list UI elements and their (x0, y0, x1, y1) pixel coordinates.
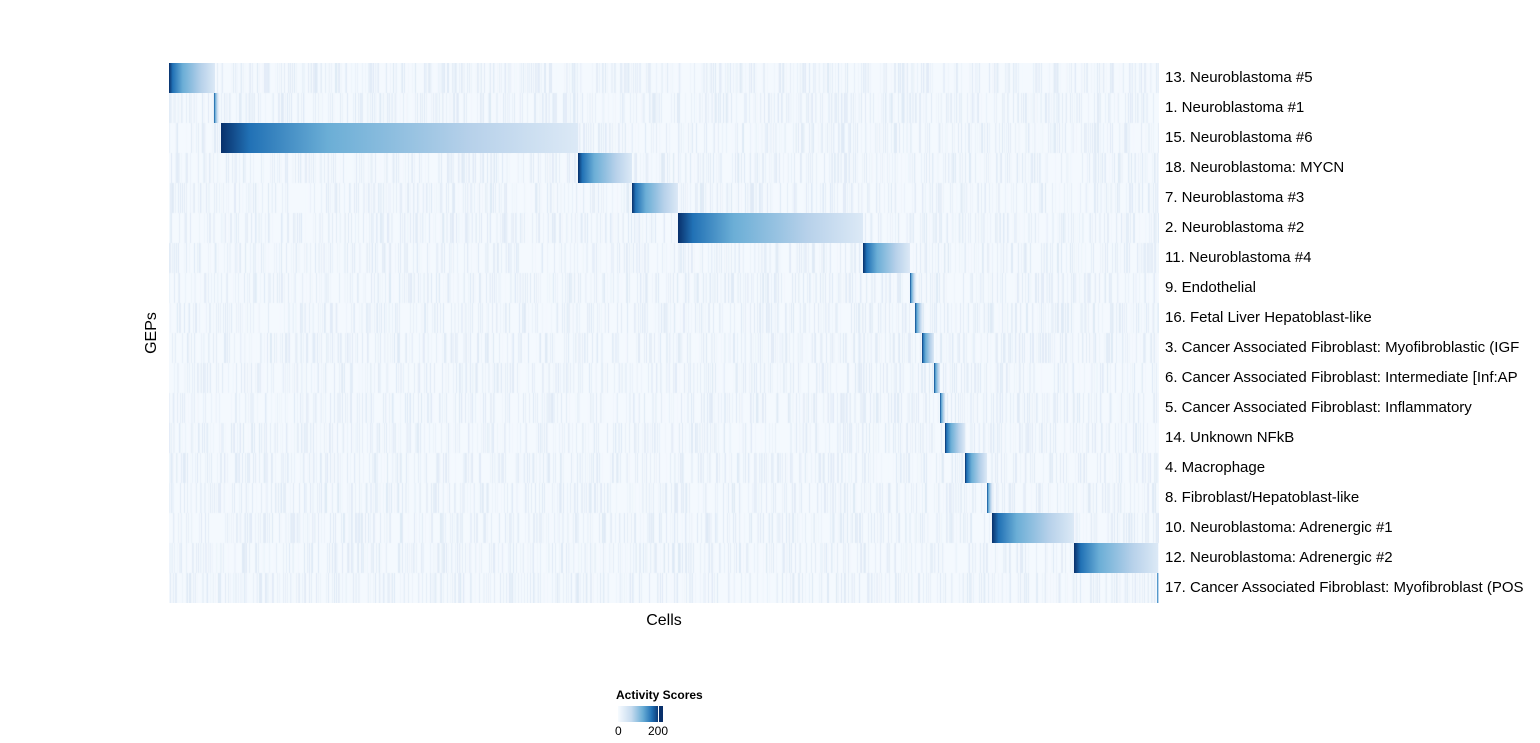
row-label: 14. Unknown NFkB (1165, 429, 1295, 446)
row-label: 10. Neuroblastoma: Adrenergic #1 (1165, 519, 1393, 536)
row-label: 9. Endothelial (1165, 279, 1256, 296)
heatmap-block (940, 393, 945, 423)
row-label: 6. Cancer Associated Fibroblast: Interme… (1165, 369, 1518, 386)
row-label: 13. Neuroblastoma #5 (1165, 69, 1313, 86)
y-axis-label: GEPs (143, 312, 160, 354)
legend-tick-min: 0 (615, 724, 622, 738)
row-label: 7. Neuroblastoma #3 (1165, 189, 1305, 206)
heatmap-block (221, 123, 578, 153)
legend-tick-mark (658, 706, 659, 722)
row-label: 1. Neuroblastoma #1 (1165, 99, 1305, 116)
heatmap-block (965, 453, 987, 483)
heatmap-block (169, 63, 215, 93)
legend-colorbar (618, 706, 663, 722)
row-label: 12. Neuroblastoma: Adrenergic #2 (1165, 549, 1393, 566)
row-label: 16. Fetal Liver Hepatoblast-like (1165, 309, 1372, 326)
row-label: 11. Neuroblastoma #4 (1165, 249, 1312, 266)
heatmap-block (578, 153, 632, 183)
row-label: 4. Macrophage (1165, 459, 1266, 476)
heatmap-block (632, 183, 678, 213)
legend-tick-max: 200 (648, 724, 669, 738)
row-label: 2. Neuroblastoma #2 (1165, 219, 1305, 236)
x-axis-label: Cells (646, 612, 682, 629)
row-label: 18. Neuroblastoma: MYCN (1165, 159, 1345, 176)
heatmap-block (915, 303, 922, 333)
heatmap-block (922, 333, 934, 363)
heatmap (169, 63, 1159, 603)
row-label: 17. Cancer Associated Fibroblast: Myofib… (1165, 579, 1524, 596)
legend-title: Activity Scores (616, 688, 703, 702)
heatmap-block (945, 423, 965, 453)
heatmap-block (863, 243, 910, 273)
heatmap-block (678, 213, 863, 243)
heatmap-block (934, 363, 940, 393)
row-label: 8. Fibroblast/Hepatoblast-like (1165, 489, 1360, 506)
heatmap-block (1157, 573, 1159, 603)
row-label: 5. Cancer Associated Fibroblast: Inflamm… (1165, 399, 1472, 416)
heatmap-block (910, 273, 915, 303)
heatmap-block (992, 513, 1074, 543)
row-label: 15. Neuroblastoma #6 (1165, 129, 1313, 146)
heatmap-block (987, 483, 992, 513)
heatmap-block (214, 93, 218, 123)
row-label: 3. Cancer Associated Fibroblast: Myofibr… (1165, 339, 1520, 356)
heatmap-block (1074, 543, 1158, 573)
